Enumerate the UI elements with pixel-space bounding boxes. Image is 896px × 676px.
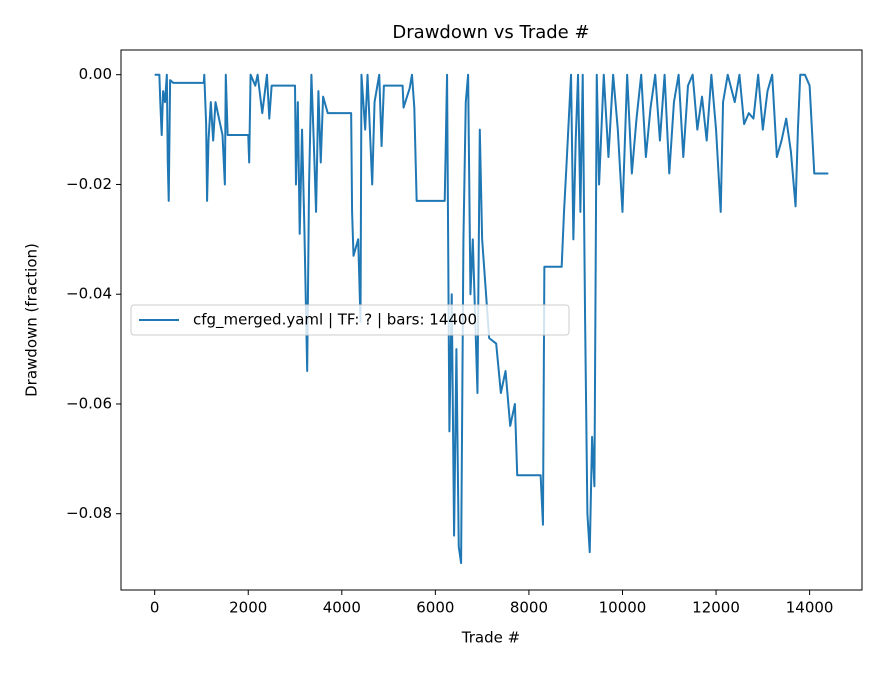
y-tick-label: −0.04 <box>66 285 112 303</box>
y-tick-label: −0.06 <box>66 394 112 412</box>
x-axis-label: Trade # <box>461 629 520 647</box>
x-tick-label: 2000 <box>229 599 267 617</box>
y-tick-label: −0.02 <box>66 175 112 193</box>
legend-label: cfg_merged.yaml | TF: ? | bars: 14400 <box>193 311 477 330</box>
x-tick-label: 6000 <box>416 599 454 617</box>
legend-box <box>130 304 570 336</box>
y-tick-label: 0.00 <box>79 65 112 83</box>
x-tick-label: 8000 <box>510 599 548 617</box>
x-tick-label: 10000 <box>599 599 647 617</box>
data-line <box>154 73 829 565</box>
y-axis-label: Drawdown (fraction) <box>23 243 41 397</box>
x-tick-label: 4000 <box>323 599 361 617</box>
plot-frame <box>120 49 863 591</box>
x-tick-label: 12000 <box>692 599 740 617</box>
x-tick-label: 0 <box>150 599 160 617</box>
chart-title: Drawdown vs Trade # <box>392 22 589 43</box>
y-tick-label: −0.08 <box>66 504 112 522</box>
x-tick-label: 14000 <box>786 599 834 617</box>
